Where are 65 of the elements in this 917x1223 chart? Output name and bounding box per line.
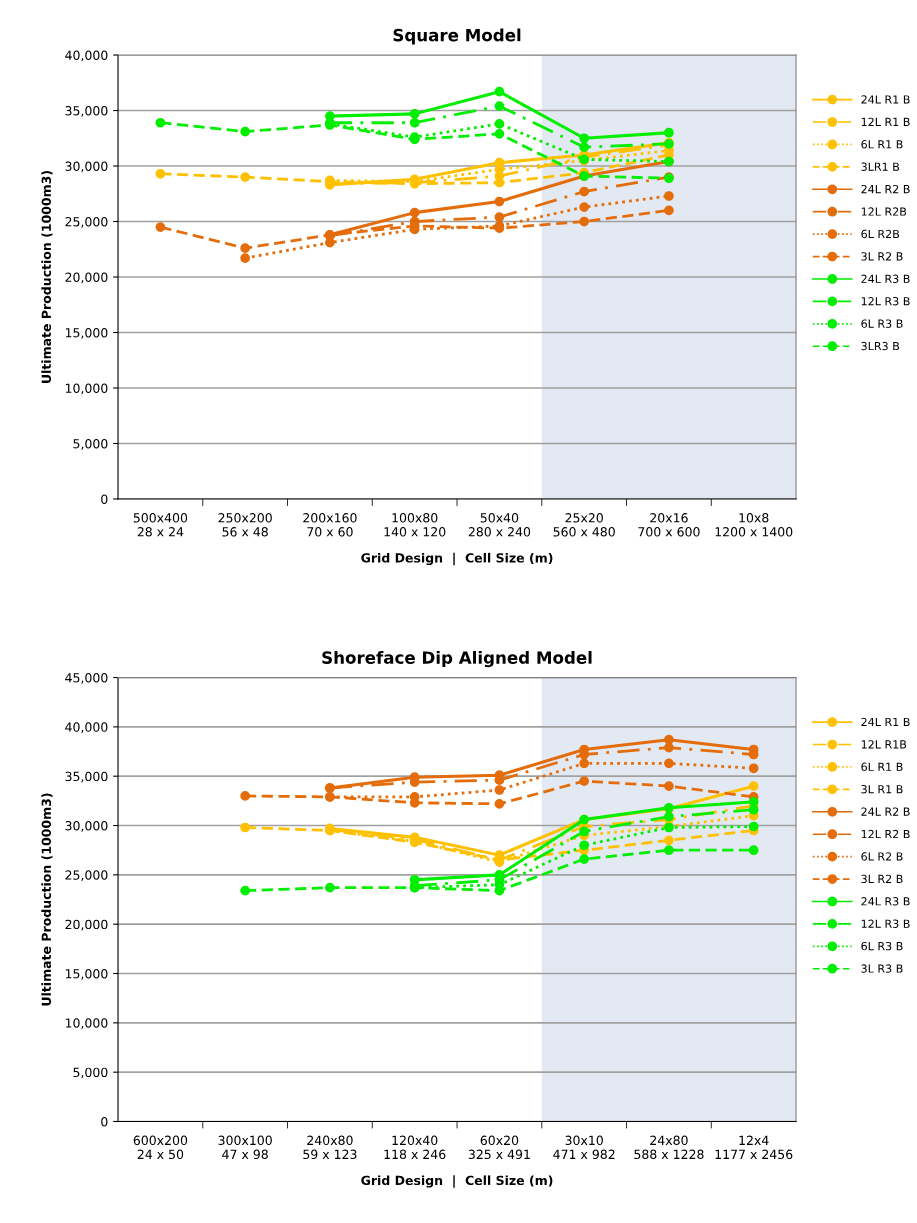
legend-label: 6L R3 B bbox=[861, 941, 903, 951]
legend-label: 24L R1 B bbox=[861, 95, 910, 104]
legend-label: 6L R1 B bbox=[861, 140, 903, 149]
legend-label: 3LR1 B bbox=[861, 162, 900, 171]
legend-label: 24L R3 B bbox=[861, 274, 910, 284]
x-tick-label: 300x100 47 x 98 bbox=[218, 1135, 272, 1160]
legend-label: 6L R2B bbox=[861, 229, 900, 239]
legend-label: 3LR3 B bbox=[861, 341, 900, 351]
y-tick-label: 5,000 bbox=[73, 1067, 108, 1079]
y-tick-label: 45,000 bbox=[65, 673, 108, 684]
y-tick-label: 15,000 bbox=[65, 327, 108, 339]
x-tick-label: 250x200 56 x 48 bbox=[218, 513, 272, 537]
x-tick-label: 10x8 1200 x 1400 bbox=[715, 513, 793, 537]
x-tick-label: 24x80 588 x 1228 bbox=[634, 1135, 704, 1160]
legend-label: 12L R1 B bbox=[861, 117, 910, 126]
x-tick-label: 50x40 280 x 240 bbox=[468, 513, 531, 537]
x-tick-label: 25x20 560 x 480 bbox=[553, 513, 615, 537]
x-axis-title: Grid Design | Cell Size (m) bbox=[361, 552, 553, 566]
chart-title: Square Model bbox=[393, 28, 521, 45]
legend-label: 12L R3 B bbox=[861, 919, 910, 928]
legend-label: 6L R2 B bbox=[861, 852, 903, 861]
y-tick-label: 25,000 bbox=[65, 216, 108, 228]
x-tick-label: 600x200 24 x 50 bbox=[133, 1135, 188, 1160]
legend-label: 6L R3 B bbox=[861, 319, 903, 328]
x-axis-title: Grid Design | Cell Size (m) bbox=[361, 1175, 553, 1188]
y-tick-label: 0 bbox=[101, 1116, 108, 1127]
legend-label: 24L R2 B bbox=[861, 184, 910, 194]
y-tick-label: 15,000 bbox=[65, 968, 108, 980]
legend-label: 12L R2 B bbox=[861, 829, 910, 839]
y-tick-label: 25,000 bbox=[65, 870, 108, 882]
y-tick-label: 40,000 bbox=[65, 50, 108, 62]
x-tick-label: 240x80 59 x 123 bbox=[303, 1135, 357, 1160]
y-tick-label: 10,000 bbox=[65, 1018, 108, 1030]
y-tick-label: 35,000 bbox=[65, 106, 108, 117]
y-tick-label: 40,000 bbox=[65, 722, 108, 734]
legend-label: 3L R3 B bbox=[861, 964, 903, 973]
y-tick-label: 30,000 bbox=[65, 821, 108, 832]
legend-label: 12L R3 B bbox=[861, 297, 910, 306]
x-tick-label: 30x10 471 x 982 bbox=[553, 1135, 615, 1160]
x-tick-label: 100x80 140 x 120 bbox=[384, 513, 446, 537]
legend-label: 6L R1 B bbox=[861, 762, 903, 771]
y-tick-label: 20,000 bbox=[65, 919, 108, 931]
legend-label: 24L R2 B bbox=[861, 807, 910, 816]
y-tick-label: 0 bbox=[101, 494, 108, 504]
legend-label: 3L R1 B bbox=[861, 785, 903, 794]
x-tick-label: 500x400 28 x 24 bbox=[133, 513, 188, 537]
legend-label: 24L R3 B bbox=[861, 897, 910, 906]
legend-label: 24L R1 B bbox=[861, 717, 910, 726]
y-tick-label: 10,000 bbox=[65, 383, 108, 395]
legend-label: 12L R2B bbox=[861, 207, 907, 216]
legend-label: 3L R2 B bbox=[861, 874, 903, 884]
legend-label: 3L R2 B bbox=[861, 252, 903, 261]
x-tick-label: 60x20 325 x 491 bbox=[468, 1135, 530, 1160]
y-tick-label: 5,000 bbox=[73, 438, 108, 450]
y-tick-label: 35,000 bbox=[65, 771, 108, 783]
y-axis-title: Ultimate Production (1000m3) bbox=[41, 793, 53, 1006]
x-tick-label: 200x160 70 x 60 bbox=[303, 513, 357, 537]
y-tick-label: 30,000 bbox=[65, 161, 108, 173]
y-tick-label: 20,000 bbox=[65, 272, 108, 284]
legend-label: 12L R1B bbox=[861, 740, 907, 749]
chart-title: Shoreface Dip Aligned Model bbox=[322, 650, 592, 668]
x-tick-label: 20x16 700 x 600 bbox=[638, 513, 700, 537]
y-axis-title: Ultimate Production (1000m3) bbox=[41, 171, 53, 383]
x-tick-label: 120x40 118 x 246 bbox=[384, 1135, 446, 1160]
x-tick-label: 12x4 1177 x 2456 bbox=[715, 1135, 793, 1160]
